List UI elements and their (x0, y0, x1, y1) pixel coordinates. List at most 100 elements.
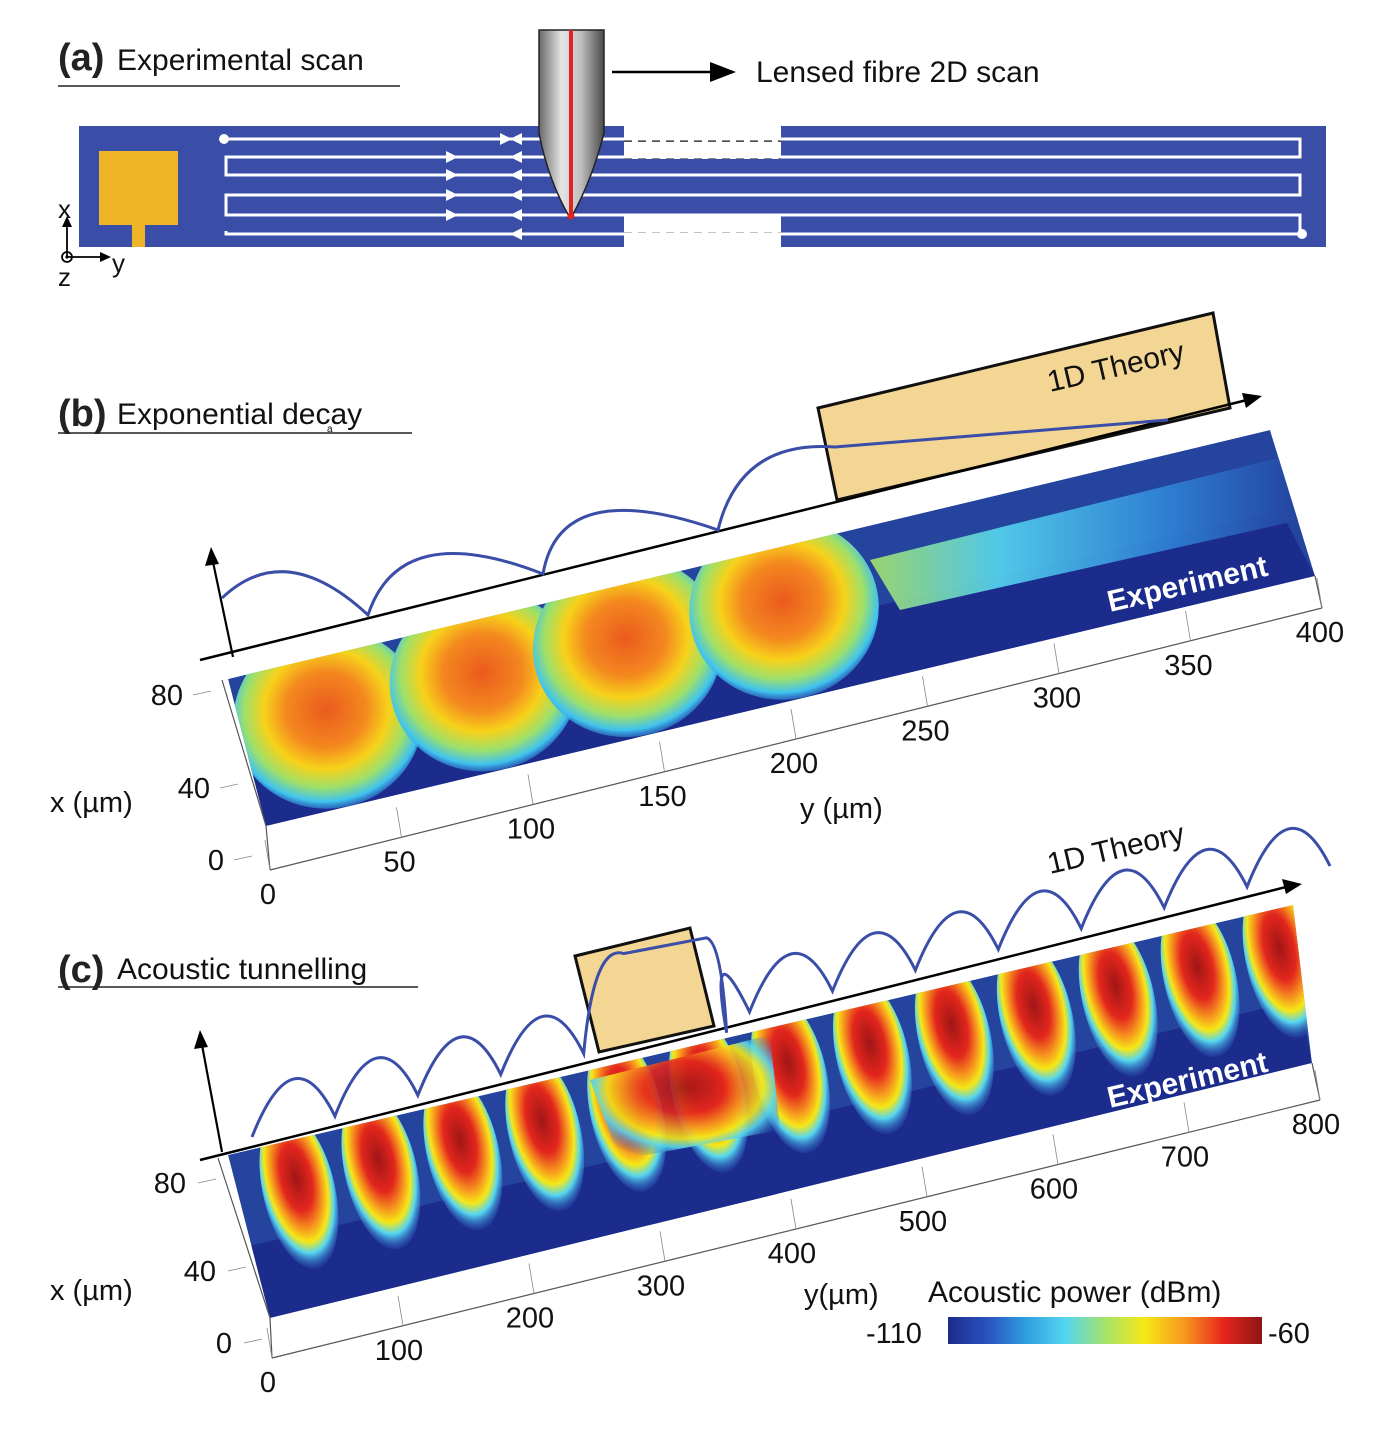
ylabel-c: y(µm) (804, 1279, 879, 1311)
y-tick-label-c: 500 (899, 1206, 947, 1238)
colorbar-gradient (948, 1317, 1262, 1344)
y-gridline-b (396, 807, 402, 838)
axis-y-arrowhead (100, 252, 111, 262)
scan-start-dot (219, 134, 229, 144)
xlabel-c: x (µm) (50, 1275, 133, 1307)
y-tick-label-c: 0 (260, 1367, 276, 1399)
y-tick-label-b: 150 (638, 781, 686, 813)
theory-vaxis-b-arrowhead (205, 547, 219, 566)
y-tick-label-b: 100 (507, 814, 555, 846)
electrode-pad (99, 151, 178, 225)
y-gridline-c (528, 1263, 535, 1294)
theory-axis-b (199, 396, 1256, 662)
x-tick-label-b: 40 (178, 773, 210, 805)
substrate-right (781, 126, 1326, 247)
y-tick-label-b: 50 (383, 846, 415, 878)
experiment-surface-c (228, 905, 1312, 1318)
experiment-hotspot-b (689, 519, 879, 700)
y-gridline-b (922, 676, 928, 707)
experiment-hotspot-c (259, 1112, 339, 1269)
theory-curve-c (250, 826, 1332, 1138)
lensed-fibre (538, 29, 605, 220)
experiment-hotspot-c (423, 1073, 503, 1231)
theory-vaxis-c (200, 1044, 224, 1153)
y-gridline-b (659, 741, 665, 772)
x-tick-label-c: 40 (184, 1256, 216, 1288)
y-gridline-b (1185, 610, 1191, 641)
x-gridline-b (192, 690, 212, 696)
experiment-surface-b (228, 430, 1315, 826)
y-tick-label-c: 100 (375, 1335, 423, 1367)
y-tick-label-c: 800 (1292, 1109, 1340, 1141)
y-gridline-c (790, 1198, 797, 1230)
scan-direction-arrowhead (710, 62, 736, 82)
colorbar: Acoustic power (dBm) -110 -60 (866, 1276, 1310, 1350)
colorbar-min-label: -110 (866, 1318, 922, 1350)
y-tick-label-c: 300 (637, 1270, 685, 1302)
y-tick-label-b: 350 (1164, 650, 1212, 682)
x-tick-label-b: 0 (208, 845, 224, 877)
scan-label: Lensed fibre 2D scan (756, 56, 1040, 89)
theory-vaxis-b (211, 561, 235, 658)
axis-x-label: x (58, 194, 71, 224)
panel-a-letter: (a) (58, 37, 104, 79)
axis-z-label: z (58, 262, 71, 292)
panel-b-letter: (b) (58, 393, 107, 435)
ylabel-b: y (µm) (800, 793, 883, 825)
experiment-hotspot-c (832, 977, 912, 1135)
y-tick-label-b: 400 (1296, 617, 1344, 649)
theory-barrier-c (573, 926, 716, 1054)
experiment-hotspot-c (505, 1054, 585, 1212)
experiment-hotspot-c (996, 938, 1076, 1096)
y-gridline-b (790, 708, 797, 740)
y-gridline-c (266, 1327, 273, 1359)
scan-end-dot (1297, 229, 1307, 239)
axis-y-label: y (112, 248, 125, 278)
y-tick-label-b: 300 (1033, 683, 1081, 715)
y-tick-label-c: 200 (506, 1303, 554, 1335)
theory-barrier-b (816, 311, 1232, 502)
y-tick-label-c: 700 (1161, 1141, 1209, 1173)
experiment-hotspot-c (341, 1092, 421, 1250)
y-gridline-c (1052, 1134, 1059, 1165)
x-tick-label-c: 0 (216, 1328, 232, 1360)
scan-arrows (446, 133, 522, 240)
panel-b-title: Exponential decay (117, 398, 362, 431)
y-gridline-b (1053, 643, 1060, 674)
x-gridline-b (233, 855, 253, 861)
experiment-hotspot-b (233, 628, 423, 809)
xlabel-b: x (µm) (50, 787, 133, 819)
waveguide-bridge (624, 159, 781, 215)
y-gridline-b (264, 839, 271, 871)
theory-label-c: 1D Theory (1044, 817, 1187, 881)
y-tick-label-c: 600 (1030, 1174, 1078, 1206)
theory-curve-b (220, 418, 1169, 618)
experiment-hotspot-b (389, 590, 580, 772)
x-gridline-b (219, 783, 239, 789)
colorbar-title: Acoustic power (dBm) (928, 1276, 1221, 1309)
theory-axis-c-arrowhead (1282, 879, 1302, 894)
experiment-hotspot-c (1160, 905, 1240, 1058)
y-gridline-b (527, 774, 534, 805)
y-tick-label-b: 200 (770, 748, 818, 780)
x-tick-label-b: 80 (151, 680, 183, 712)
panel-b-stray-glyph: a (327, 424, 333, 435)
x-gridline-c (197, 1178, 217, 1184)
y-tick-label-c: 400 (768, 1238, 816, 1270)
theory-axis-c (199, 884, 1291, 1162)
axis-z-dot (65, 255, 69, 259)
coordinate-axes (61, 223, 104, 263)
y-gridline-c (1314, 1069, 1321, 1101)
experiment-hotspot-c (1078, 919, 1158, 1077)
y-gridline-b (1316, 577, 1323, 609)
y-tick-label-b: 250 (901, 715, 949, 747)
x-gridline-c (227, 1266, 247, 1272)
experiment-hotspot-b (532, 556, 723, 738)
panel-c: (c) Acoustic tunnelling 1D Theory Experi… (50, 817, 1340, 1399)
theory-axis-b-arrowhead (1242, 393, 1262, 408)
y-gridline-c (659, 1231, 666, 1262)
y-gridline-c (1183, 1102, 1190, 1133)
theory-vaxis-c-arrowhead (194, 1030, 208, 1049)
y-gridline-c (921, 1166, 928, 1197)
